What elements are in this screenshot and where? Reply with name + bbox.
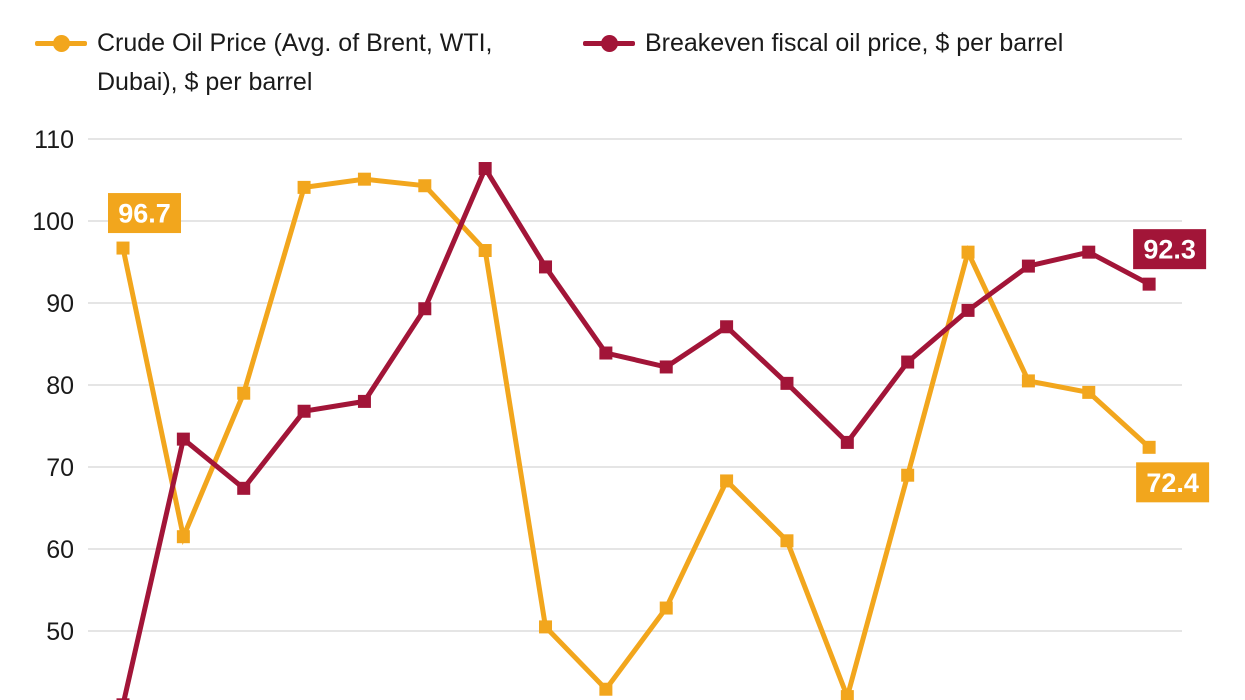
y-axis-tick-label: 70 bbox=[46, 454, 74, 482]
crude-oil-price-point bbox=[297, 180, 311, 194]
breakeven-fiscal-oil-price-point bbox=[237, 481, 251, 495]
breakeven-fiscal-oil-price-point bbox=[1021, 259, 1035, 273]
breakeven-series-legend-icon bbox=[583, 24, 635, 63]
y-axis-tick-label: 50 bbox=[46, 618, 74, 646]
legend-label-crude: Crude Oil Price (Avg. of Brent, WTI, Dub… bbox=[97, 29, 493, 96]
crude-oil-price-point bbox=[780, 534, 794, 548]
y-axis-tick-label: 90 bbox=[46, 290, 74, 318]
legend-item-breakeven: Breakeven fiscal oil price, $ per barrel bbox=[583, 24, 1203, 63]
breakeven-fiscal-oil-price-point bbox=[539, 260, 553, 274]
breakeven-fiscal-oil-price-point bbox=[961, 303, 975, 317]
crude-oil-price-point bbox=[901, 468, 915, 482]
crude-oil-price-point bbox=[961, 245, 975, 259]
breakeven-fiscal-oil-price-point bbox=[659, 360, 673, 374]
breakeven-fiscal-oil-price-value-label: 92.3 bbox=[1143, 235, 1196, 265]
breakeven-fiscal-oil-price-point bbox=[1082, 245, 1096, 259]
breakeven-fiscal-oil-price-point bbox=[780, 376, 794, 390]
crude-oil-price-point bbox=[237, 386, 251, 400]
breakeven-fiscal-oil-price-point bbox=[176, 432, 190, 446]
breakeven-fiscal-oil-price-point bbox=[116, 698, 130, 700]
crude-oil-price-point bbox=[840, 690, 854, 700]
y-axis-tick-label: 60 bbox=[46, 536, 74, 564]
crude-oil-price-point bbox=[720, 474, 734, 488]
breakeven-fiscal-oil-price-point bbox=[297, 404, 311, 418]
crude-oil-price-point bbox=[357, 172, 371, 186]
crude-oil-price-value-label-box bbox=[108, 193, 181, 234]
y-axis-tick-label: 100 bbox=[32, 208, 74, 236]
crude-oil-price-point bbox=[418, 179, 432, 193]
crude-oil-price-line bbox=[120, 176, 1151, 700]
crude-oil-price-value-label: 96.7 bbox=[118, 199, 171, 229]
crude-oil-price-value-label: 72.4 bbox=[1146, 468, 1199, 498]
crude-oil-price-point bbox=[539, 620, 553, 634]
breakeven-fiscal-oil-price-point bbox=[357, 394, 371, 408]
crude-oil-price-point bbox=[1021, 374, 1035, 388]
crude-oil-price-value-label-box bbox=[1136, 462, 1210, 503]
breakeven-fiscal-oil-price-point bbox=[599, 346, 613, 360]
legend-item-crude: Crude Oil Price (Avg. of Brent, WTI, Dub… bbox=[35, 24, 505, 102]
breakeven-fiscal-oil-price-point bbox=[478, 162, 492, 176]
crude-oil-price-point bbox=[1142, 440, 1156, 454]
breakeven-fiscal-oil-price-point bbox=[1142, 277, 1156, 291]
legend-label-breakeven: Breakeven fiscal oil price, $ per barrel bbox=[645, 29, 1064, 57]
crude-oil-price-point bbox=[1082, 385, 1096, 399]
crude-oil-price-point bbox=[478, 244, 492, 258]
crude-oil-price-point bbox=[599, 682, 613, 696]
y-axis-tick-label: 110 bbox=[34, 126, 74, 154]
breakeven-fiscal-oil-price-point bbox=[418, 302, 432, 316]
crude-oil-price-point bbox=[116, 241, 130, 255]
breakeven-fiscal-oil-price-point bbox=[720, 320, 734, 334]
y-axis-tick-label: 80 bbox=[46, 372, 74, 400]
crude-series-legend-icon bbox=[35, 24, 87, 63]
breakeven-fiscal-oil-price-point bbox=[901, 355, 915, 369]
breakeven-fiscal-oil-price-value-label-box bbox=[1133, 229, 1207, 270]
breakeven-fiscal-oil-price-point bbox=[840, 435, 854, 449]
crude-oil-price-point bbox=[176, 530, 190, 544]
breakeven-fiscal-oil-price-line bbox=[121, 163, 1151, 700]
crude-oil-price-point bbox=[659, 601, 673, 615]
